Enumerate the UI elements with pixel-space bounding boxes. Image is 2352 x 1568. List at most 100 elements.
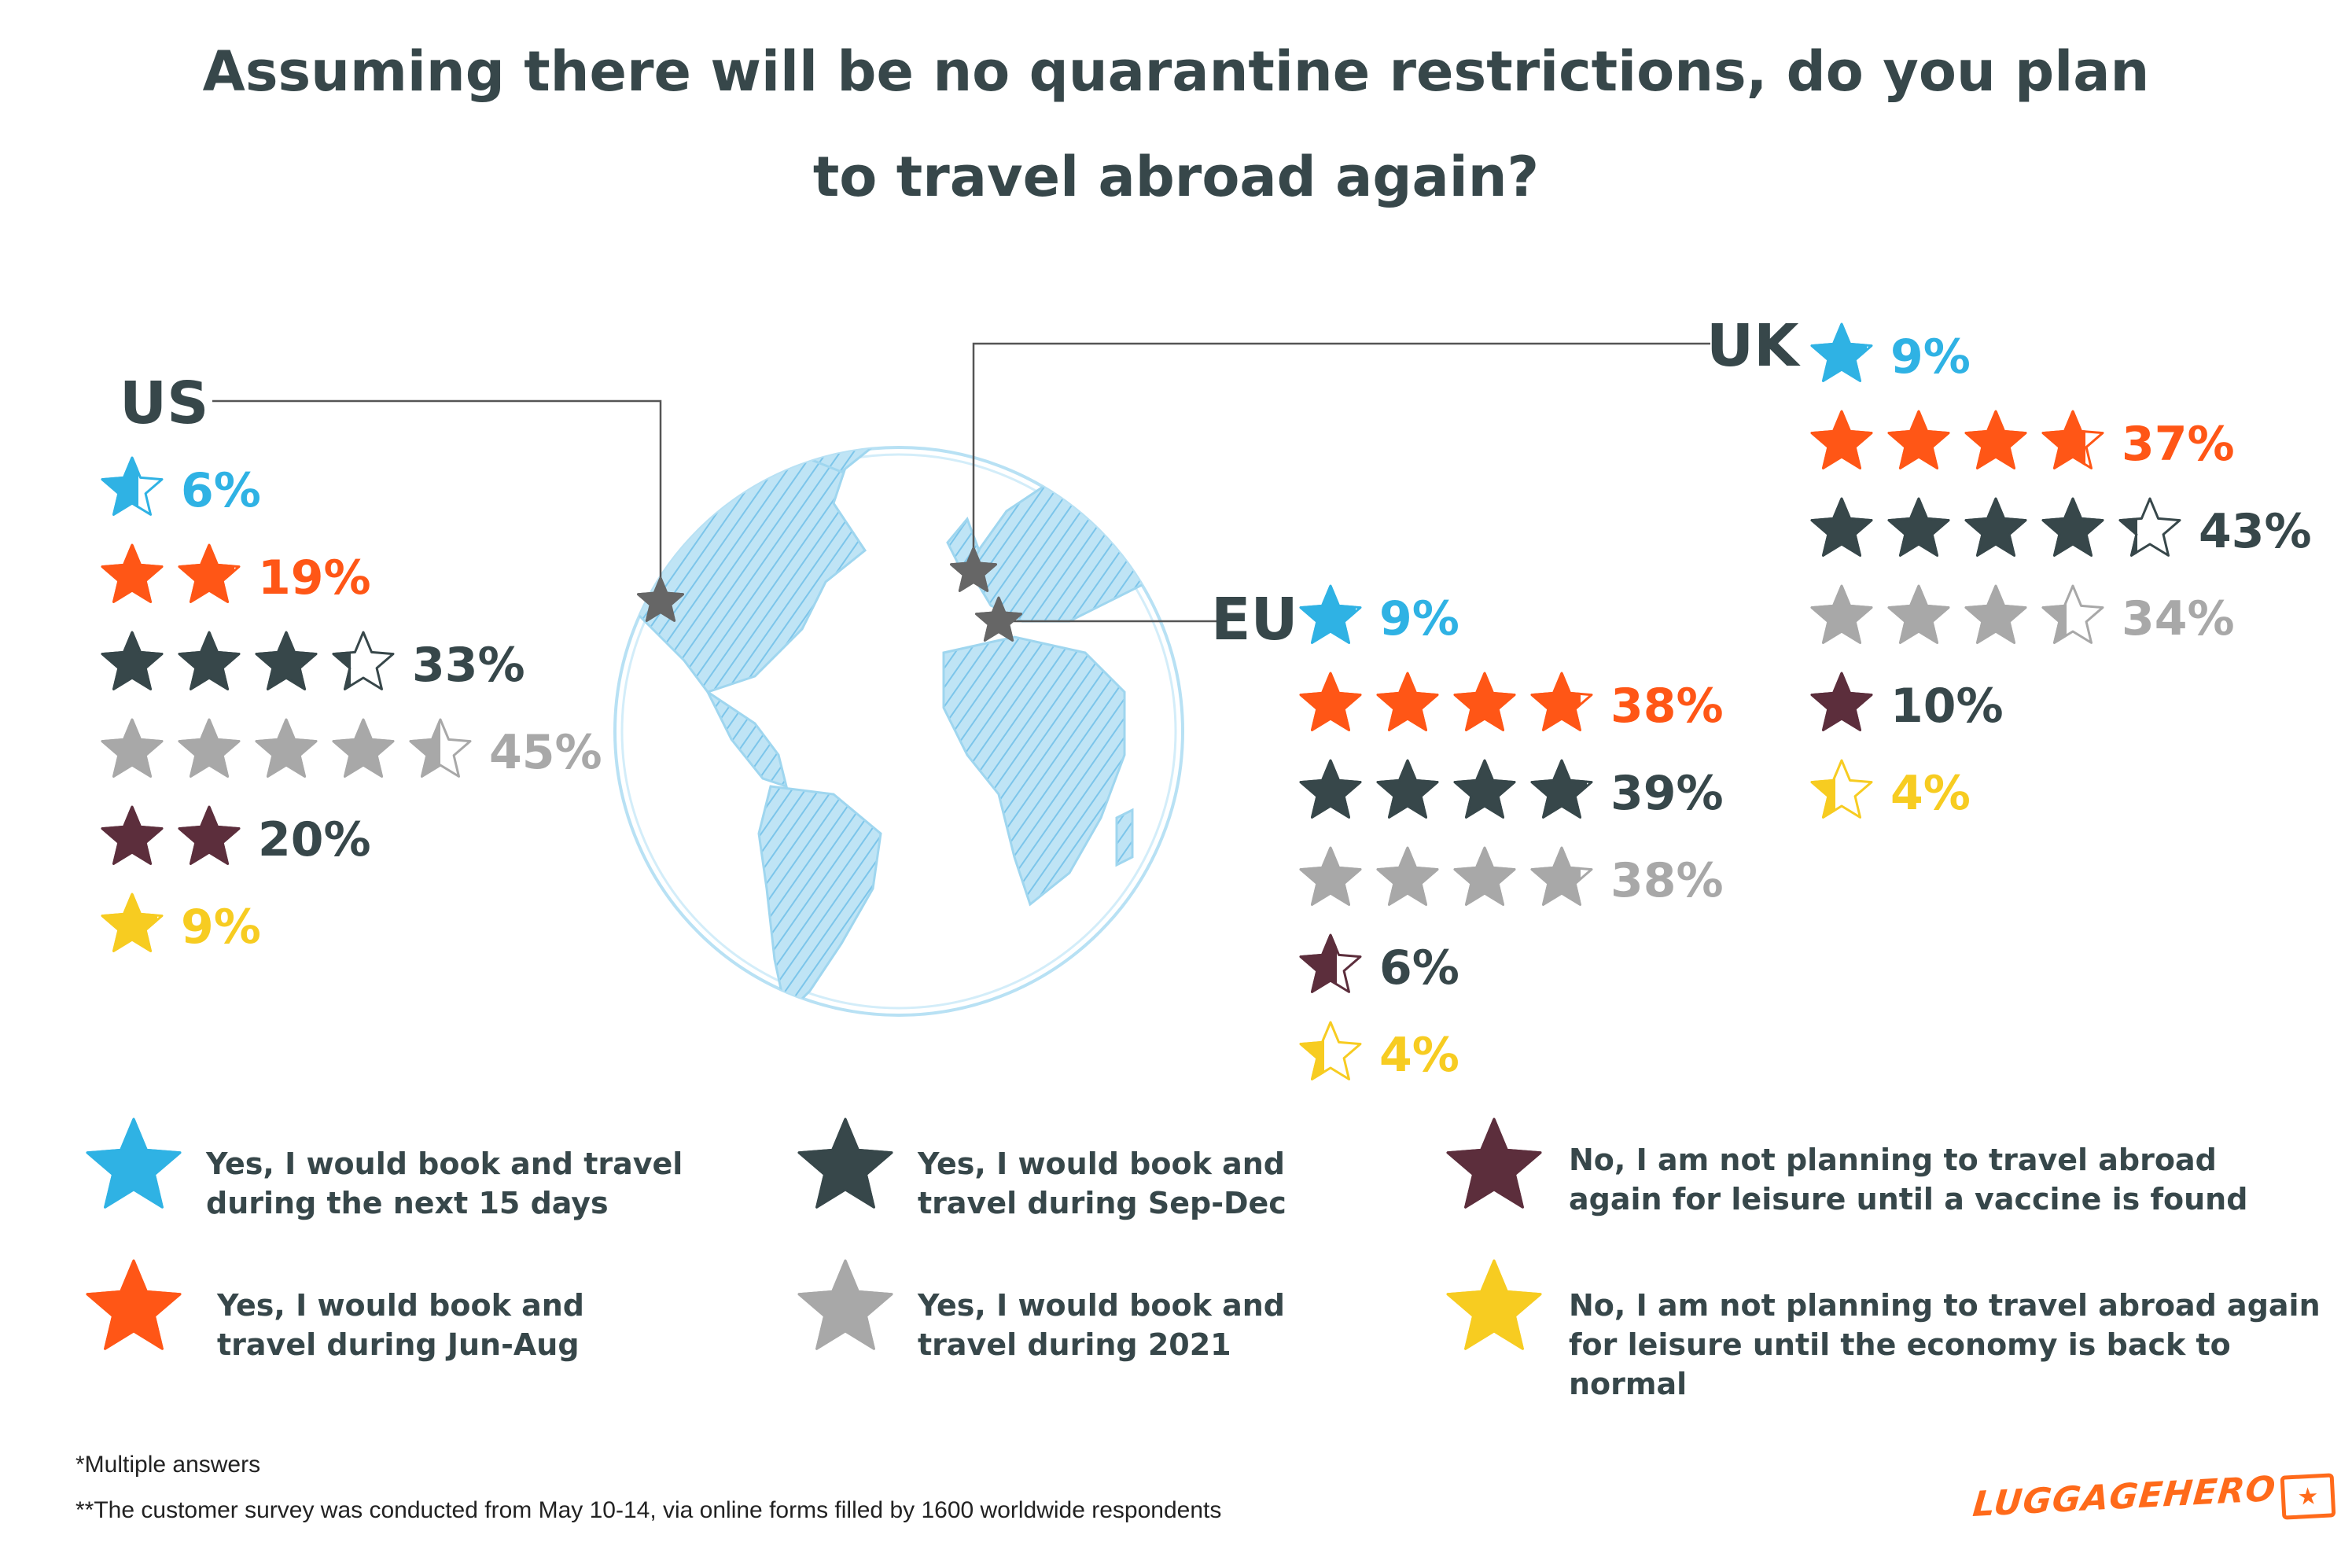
- star-mark: [1530, 759, 1593, 819]
- legend-label-line-1: Yes, I would book and travel: [206, 1147, 683, 1181]
- value-label: 9%: [181, 900, 261, 955]
- star-mark: [2041, 410, 2104, 469]
- row-us-vaccine: 20%: [101, 805, 371, 867]
- legend-label-line-2: during the next 15 days: [206, 1186, 609, 1220]
- value-label: 9%: [1890, 329, 1971, 385]
- row-uk-next15: 9%: [1810, 322, 1971, 385]
- value-label: 20%: [258, 812, 371, 867]
- row-eu-vaccine: 6%: [1299, 933, 1459, 996]
- legend-item-jun-aug: Yes, I would book and travel during Jun-…: [217, 1286, 584, 1364]
- region-label-uk: UK: [1706, 312, 1799, 380]
- star-mark: [1299, 933, 1362, 993]
- row-uk-y2021: 34%: [1810, 584, 2235, 646]
- chart-title-line-2: to travel abroad again?: [812, 145, 1540, 209]
- star-mark: [1299, 672, 1362, 731]
- legend-label-line-1: Yes, I would book and: [217, 1288, 584, 1323]
- star-mark: [1453, 759, 1516, 819]
- africa: [942, 635, 1126, 907]
- star-mark: [178, 718, 241, 778]
- value-label: 37%: [2122, 417, 2235, 472]
- footnote-survey: **The customer survey was conducted from…: [75, 1497, 1222, 1523]
- legend-item-sep-dec: Yes, I would book and travel during Sep-…: [918, 1144, 1286, 1223]
- south-america: [757, 785, 882, 1015]
- star-mark: [101, 543, 164, 603]
- star-mark: [1887, 584, 1950, 644]
- legend-label-line-1: No, I am not planning to travel abroad a…: [1569, 1288, 2321, 1323]
- chart-title-line-1: Assuming there will be no quarantine res…: [202, 39, 2150, 104]
- legend-label-line-1: Yes, I would book and: [918, 1288, 1285, 1323]
- star-mark: [1530, 672, 1593, 731]
- row-us-economy: 9%: [101, 893, 261, 955]
- star-mark: [1810, 322, 1873, 382]
- star-mark: [1810, 672, 1873, 731]
- legend-label-line-2: for leisure until the economy is back to…: [1569, 1327, 2231, 1401]
- value-label: 6%: [181, 463, 261, 518]
- value-label: 38%: [1610, 853, 1724, 908]
- value-label: 33%: [412, 638, 525, 693]
- star-mark: [101, 893, 164, 952]
- suitcase-star-icon: ★: [2280, 1473, 2336, 1520]
- value-label: 45%: [489, 725, 602, 780]
- star-mark: [255, 631, 318, 690]
- star-mark: [1530, 846, 1593, 906]
- region-eu: 9% 38% 39% 38% 6% 4%: [1299, 584, 1724, 1083]
- row-uk-economy: 4%: [1810, 759, 1971, 821]
- row-eu-economy: 4%: [1299, 1021, 1459, 1083]
- row-uk-junaug: 37%: [1810, 410, 2235, 472]
- logo-wordmark: LUGGAGEHERO: [1971, 1468, 2278, 1525]
- star-mark: [1299, 759, 1362, 819]
- value-label: 10%: [1890, 679, 2004, 734]
- star-mark: [101, 718, 164, 778]
- us-connector-line: [212, 399, 662, 605]
- star-mark: [101, 456, 164, 516]
- star-mark: [1299, 1021, 1362, 1080]
- connectors: [212, 342, 1710, 623]
- luggagehero-logo: LUGGAGEHERO ★: [1971, 1461, 2336, 1532]
- legend-label-line-2: travel during 2021: [918, 1327, 1231, 1362]
- star-mark: [1453, 672, 1516, 731]
- star-mark: [2041, 584, 2104, 644]
- region-us: 6% 19% 33% 45% 20% 9%: [101, 456, 602, 955]
- star-mark: [1453, 846, 1516, 906]
- legend-star-y2021-icon: [797, 1259, 893, 1350]
- star-mark: [1964, 410, 2027, 469]
- legend-item-vaccine: No, I am not planning to travel abroad a…: [1569, 1140, 2247, 1219]
- star-mark: [101, 631, 164, 690]
- star-mark: [178, 543, 241, 603]
- star-mark: [1810, 759, 1873, 819]
- legend-item-next-15-days: Yes, I would book and travel during the …: [206, 1144, 683, 1223]
- row-us-junaug: 19%: [101, 543, 371, 605]
- legend-label-line-1: Yes, I would book and: [918, 1147, 1285, 1181]
- star-mark: [1887, 410, 1950, 469]
- row-us-y2021: 45%: [101, 718, 602, 780]
- uk-marker-icon: [950, 547, 997, 592]
- star-mark: [409, 718, 472, 778]
- legend-star-next15-icon: [86, 1117, 182, 1209]
- central-america: [705, 688, 789, 789]
- star-mark: [2118, 497, 2181, 557]
- madagascar: [1115, 808, 1134, 867]
- globe-illustration: [613, 446, 1184, 1017]
- region-uk: 9% 37% 43% 34% 10% 4%: [1810, 322, 2312, 821]
- legend-star-vaccine-icon: [1446, 1117, 1542, 1209]
- value-label: 43%: [2199, 504, 2312, 559]
- value-label: 9%: [1379, 591, 1459, 646]
- star-mark: [178, 805, 241, 865]
- region-label-us: US: [120, 370, 209, 437]
- star-mark: [1810, 410, 1873, 469]
- star-mark: [332, 718, 395, 778]
- star-mark: [255, 718, 318, 778]
- star-mark: [1810, 497, 1873, 557]
- value-label: 6%: [1379, 940, 1459, 996]
- legend-label-line-2: again for leisure until a vaccine is fou…: [1569, 1182, 2248, 1216]
- star-mark: [1376, 759, 1439, 819]
- value-label: 38%: [1610, 679, 1724, 734]
- star-mark: [1887, 497, 1950, 557]
- region-rows: 6% 19% 33% 45% 20% 9% 9% 38% 39% 38% 6% 4% 9% 37% 43% 3…: [101, 322, 2312, 1083]
- footnote-multiple-answers: *Multiple answers: [75, 1452, 261, 1478]
- region-label-eu: EU: [1211, 586, 1298, 653]
- us-marker-icon: [637, 576, 684, 622]
- row-us-sepdec: 33%: [101, 631, 525, 693]
- row-eu-next15: 9%: [1299, 584, 1459, 646]
